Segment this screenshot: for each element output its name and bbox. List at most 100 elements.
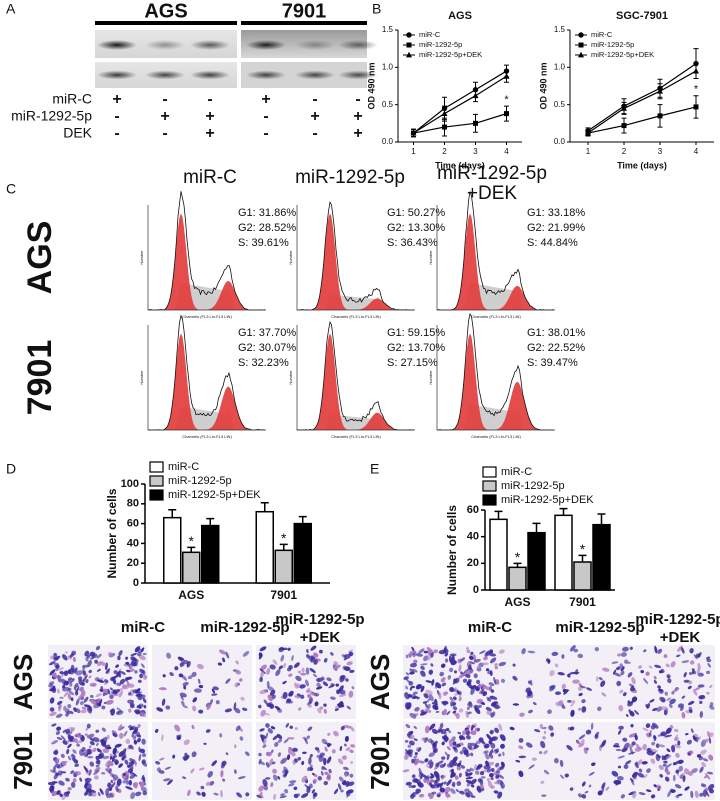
stained-cell: [499, 649, 505, 654]
stained-cell: [572, 700, 576, 704]
stained-cell: [534, 728, 541, 733]
stained-cell: [426, 654, 431, 661]
stained-cell: [405, 672, 410, 676]
stained-cell: [141, 759, 146, 764]
stained-cell: [331, 749, 336, 754]
stained-cell: [74, 667, 78, 674]
stained-cell: [708, 737, 712, 744]
stained-cell: [240, 696, 245, 701]
stained-cell: [256, 794, 263, 799]
column-header: miR-1292-5p: [275, 611, 364, 628]
stained-cell: [127, 764, 131, 768]
stained-cell: [141, 774, 145, 781]
stained-cell: [277, 775, 281, 780]
stained-cell: [486, 696, 492, 702]
stained-cell: [348, 690, 354, 698]
stained-cell: [277, 708, 283, 713]
column-header: miR-1292-5p: [555, 619, 644, 636]
stained-cell: [564, 773, 569, 778]
stained-cell: [425, 680, 433, 683]
stained-cell: [155, 760, 161, 765]
stained-cell: [410, 650, 415, 657]
stained-cell: [102, 748, 110, 754]
stained-cell: [688, 771, 693, 776]
stained-cell: [412, 668, 418, 673]
stained-cell: [128, 779, 133, 786]
stained-cell: [140, 786, 147, 792]
phase-percentage: G1: 31.86%: [238, 207, 296, 219]
stained-cell: [82, 675, 88, 682]
stained-cell: [137, 651, 142, 657]
stained-cell: [316, 682, 321, 687]
stained-cell: [458, 708, 464, 713]
stained-cell: [284, 788, 289, 794]
stained-cell: [495, 775, 500, 779]
stained-cell: [277, 752, 281, 757]
stained-cell: [542, 736, 546, 740]
micrograph: [507, 722, 611, 800]
histogram-axes: [296, 325, 415, 431]
stained-cell: [638, 768, 643, 773]
stained-cell: [344, 735, 349, 742]
stained-cell: [418, 648, 425, 654]
stained-cell: [490, 657, 497, 664]
stained-cell: [426, 698, 431, 703]
stained-cell: [95, 693, 102, 698]
stained-cell: [452, 756, 458, 763]
histogram-g2-peak: [148, 281, 266, 310]
stained-cell: [622, 692, 627, 697]
stained-cell: [419, 684, 423, 689]
stained-cell: [81, 706, 87, 710]
stained-cell: [576, 740, 584, 747]
stained-cell: [132, 729, 138, 734]
stained-cell: [659, 773, 663, 778]
stained-cell: [449, 760, 455, 768]
stained-cell: [465, 669, 468, 674]
histogram-axes: [296, 205, 415, 311]
stained-cell: [528, 764, 535, 770]
stained-cell: [57, 770, 63, 776]
stained-cell: [646, 750, 655, 756]
stained-cell: [494, 727, 500, 734]
x-tick-label: 7901: [270, 588, 297, 602]
stained-cell: [621, 747, 628, 753]
stained-cell: [134, 670, 138, 674]
stained-cell: [323, 703, 327, 707]
stained-cell: [259, 728, 265, 732]
stained-cell: [192, 697, 198, 703]
stained-cell: [566, 745, 573, 751]
stained-cell: [301, 760, 305, 766]
phase-percentage: S: 27.15%: [387, 357, 438, 369]
stained-cell: [125, 661, 130, 665]
stained-cell: [342, 665, 348, 670]
stained-cell: [183, 756, 189, 761]
stained-cell: [628, 733, 636, 738]
stained-cell: [612, 669, 617, 675]
phase-percentage: G2: 28.52%: [238, 222, 296, 234]
stained-cell: [670, 661, 676, 668]
stained-cell: [348, 651, 354, 657]
stained-cell: [578, 707, 581, 711]
stained-cell: [473, 673, 478, 679]
stained-cell: [323, 657, 328, 663]
stained-cell: [452, 741, 457, 746]
stained-cell: [611, 770, 619, 777]
marker: [657, 113, 663, 119]
legend-swatch: [149, 461, 164, 473]
stained-cell: [527, 690, 533, 697]
stained-cell: [650, 724, 656, 730]
stained-cell: [485, 706, 492, 712]
stained-cell: [109, 792, 114, 798]
bar: [163, 516, 182, 584]
stained-cell: [126, 669, 131, 673]
stained-cell: [95, 742, 99, 747]
stained-cell: [573, 648, 579, 653]
stained-cell: [515, 759, 521, 763]
series-line: [587, 106, 697, 134]
stained-cell: [311, 789, 315, 794]
stained-cell: [67, 743, 72, 749]
stained-cell: [549, 684, 556, 692]
stained-cell: [596, 676, 599, 682]
stained-cell: [259, 676, 263, 683]
stained-cell: [94, 775, 99, 780]
